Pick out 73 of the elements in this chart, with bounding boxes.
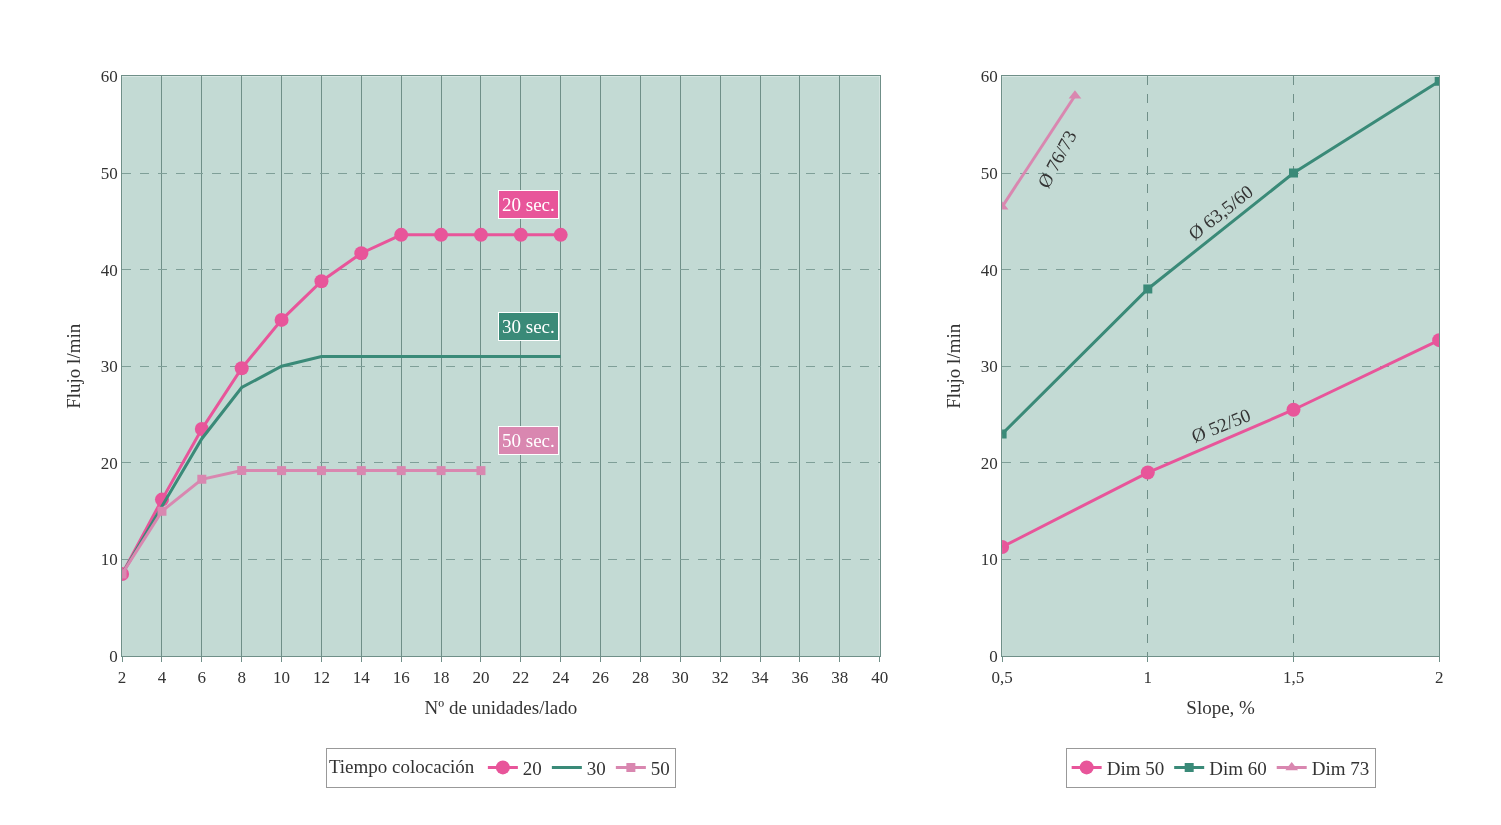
x-tick-label: 14 [352, 667, 371, 687]
x-tick-label: 32 [711, 667, 729, 687]
point [277, 466, 287, 476]
point [356, 466, 366, 476]
legend-label: Dim 50 [1106, 757, 1165, 779]
point [1289, 168, 1298, 178]
point [354, 246, 369, 261]
y-tick-label: 0 [109, 647, 118, 667]
x-tick-label: 36 [791, 667, 809, 687]
y-tick-label: 40 [980, 260, 998, 280]
point [436, 466, 446, 476]
y-tick-label: 50 [980, 163, 998, 183]
y-tick-label: 30 [100, 357, 118, 377]
legend-label: 50 [650, 757, 670, 779]
x-axis-title: Slope, % [1186, 697, 1256, 719]
point [314, 274, 329, 289]
point [476, 466, 486, 476]
annotation: Ø 52/50 [1188, 404, 1254, 447]
x-tick-label: 18 [432, 667, 450, 687]
point [237, 466, 247, 476]
x-tick-label: 0,5 [991, 667, 1013, 687]
legend-label: 20 [522, 757, 542, 779]
y-axis-title: Flujo l/min [62, 323, 84, 409]
point [473, 227, 488, 242]
x-tick-label: 28 [631, 667, 649, 687]
point [197, 474, 207, 484]
y-tick-label: 30 [980, 357, 998, 377]
x-tick-label: 10 [273, 667, 291, 687]
annotation: 20 sec. [502, 194, 555, 215]
y-tick-label: 50 [100, 163, 118, 183]
point [274, 312, 289, 327]
x-tick-label: 40 [871, 667, 889, 687]
y-tick-label: 0 [989, 647, 998, 667]
legend-label: 30 [586, 757, 606, 779]
x-tick-label: 38 [831, 667, 849, 687]
point [396, 466, 406, 476]
y-tick-label: 60 [100, 67, 118, 87]
x-tick-label: 22 [512, 667, 530, 687]
legend-label: Dim 73 [1311, 757, 1370, 779]
x-axis-title: Nº de unidades/lado [424, 697, 578, 719]
point [157, 506, 167, 516]
y-tick-label: 60 [980, 67, 998, 87]
x-tick-label: 8 [237, 667, 246, 687]
y-tick-label: 20 [980, 453, 998, 473]
x-tick-label: 16 [392, 667, 410, 687]
x-tick-label: 1 [1143, 667, 1153, 687]
x-tick-label: 1,5 [1282, 667, 1305, 687]
x-tick-label: 2 [117, 667, 127, 687]
x-tick-label: 4 [157, 667, 167, 687]
x-tick-label: 12 [312, 667, 330, 687]
y-tick-label: 20 [100, 453, 118, 473]
x-tick-label: 34 [751, 667, 770, 687]
annotation: 50 sec. [502, 430, 555, 451]
annotation: 30 sec. [502, 316, 555, 337]
x-tick-label: 26 [592, 667, 610, 687]
legend-label: Dim 60 [1209, 757, 1267, 779]
x-tick-label: 6 [197, 667, 207, 687]
y-tick-label: 10 [980, 550, 998, 570]
point [553, 227, 568, 242]
point [434, 227, 449, 242]
x-tick-label: 20 [472, 667, 490, 687]
x-tick-label: 2 [1434, 667, 1444, 687]
point [513, 227, 528, 242]
x-tick-label: 30 [671, 667, 689, 687]
y-axis-title: Flujo l/min [942, 323, 964, 409]
point [394, 227, 409, 242]
y-tick-label: 10 [100, 550, 118, 570]
legend-title: Tiempo colocación [328, 756, 475, 778]
y-tick-label: 40 [100, 260, 118, 280]
point [234, 361, 249, 376]
x-tick-label: 24 [552, 667, 570, 687]
point [316, 466, 326, 476]
annotation: Ø 76/73 [1033, 126, 1081, 192]
